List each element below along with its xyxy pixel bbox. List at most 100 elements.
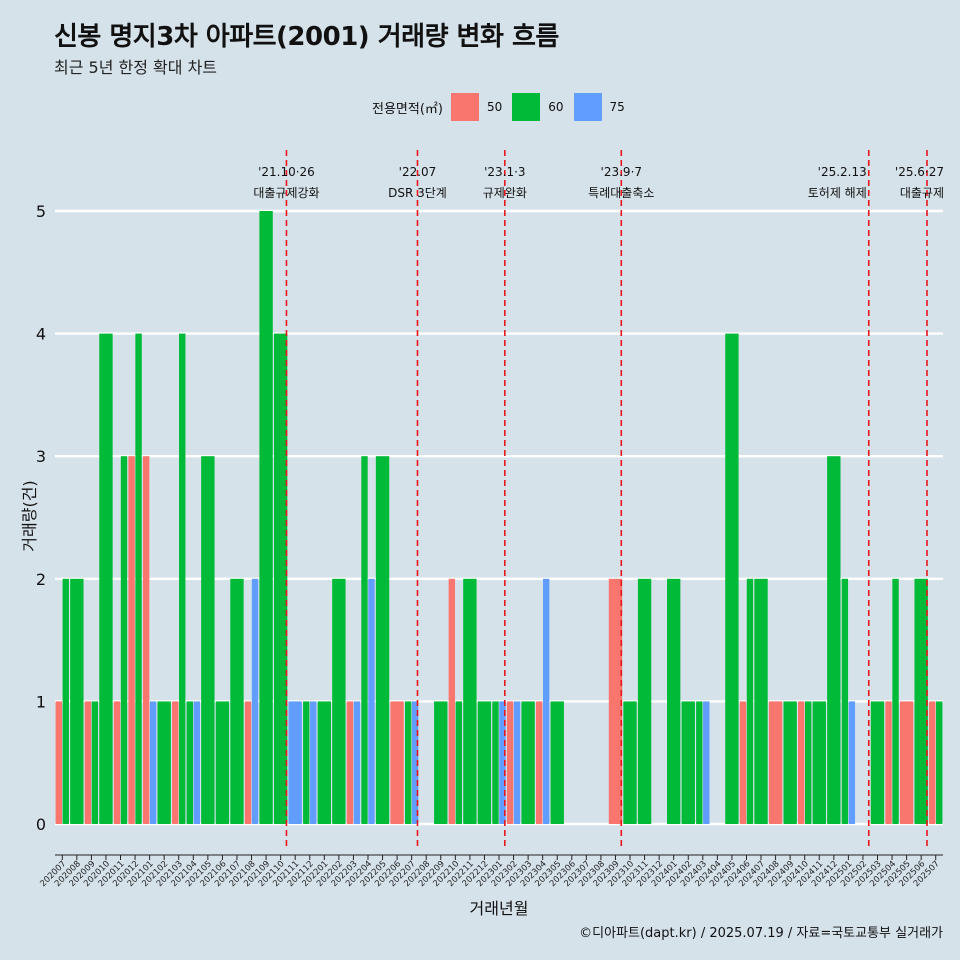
bar-202212-60 [477, 701, 492, 824]
bar-202405-60 [725, 333, 739, 824]
chart-subtitle: 최근 5년 한정 확대 차트 [54, 58, 218, 77]
event-label-202506: 대출규제 [900, 186, 944, 200]
y-tick-label-4: 4 [36, 325, 46, 344]
bar-202112-75 [310, 701, 317, 824]
bar-202104-60 [186, 701, 193, 824]
event-date-202502: '25.2.13 [818, 165, 867, 179]
bar-202009-50 [84, 701, 92, 824]
bar-202101-75 [149, 701, 157, 824]
bar-202204-75 [368, 578, 375, 824]
y-tick-label-2: 2 [36, 570, 46, 589]
bar-202507-60 [936, 701, 943, 824]
bar-202108-75 [251, 578, 259, 824]
legend-title: 전용면적(㎡) [372, 101, 443, 117]
event-label-202502: 토허제 해제 [808, 186, 867, 200]
chart-title: 신봉 명지3차 아파트(2001) 거래량 변화 흐름 [54, 22, 559, 52]
bar-202506-60 [914, 578, 928, 824]
bar-202401-60 [667, 578, 681, 824]
event-date-202207: '22.07 [399, 165, 437, 179]
legend-label-50: 50 [486, 100, 503, 114]
bar-202403-75 [703, 701, 710, 824]
legend-item-50: 50 [450, 93, 503, 121]
y-axis-title: 거래량(건) [20, 480, 39, 551]
bar-202310-60 [623, 701, 637, 824]
event-label-202309: 특례대출축소 [588, 186, 654, 200]
legend-swatch-50 [450, 93, 479, 121]
bar-202205-60 [375, 456, 390, 824]
bar-202412-60 [827, 456, 841, 824]
y-tick-label-0: 0 [36, 815, 46, 834]
bar-202408-50 [768, 701, 783, 824]
bar-202501-60 [841, 578, 849, 824]
bar-202302-75 [513, 701, 521, 824]
y-tick-label-5: 5 [36, 202, 46, 221]
bar-202504-50 [885, 701, 892, 824]
event-date-202506: '25.6·27 [895, 165, 944, 179]
bar-202304-50 [535, 701, 543, 824]
bar-202206-50 [390, 701, 404, 824]
bar-202303-60 [521, 701, 535, 824]
bar-202201-60 [317, 701, 331, 824]
event-date-202301: '23.1·3 [484, 165, 525, 179]
bar-202406-60 [746, 578, 754, 824]
bar-202411-60 [812, 701, 826, 824]
bar-202105-60 [201, 456, 215, 824]
y-tick-label-3: 3 [36, 447, 46, 466]
legend-label-60: 60 [548, 100, 564, 114]
bar-202406-50 [739, 701, 747, 824]
event-date-202309: '23.9·7 [601, 165, 642, 179]
bar-202207-60 [404, 701, 412, 824]
bar-202305-60 [550, 701, 564, 824]
bar-202108-50 [244, 701, 252, 824]
bar-202103-50 [172, 701, 179, 824]
bar-202010-60 [99, 333, 113, 824]
x-axis-title: 거래년월 [470, 899, 529, 918]
bar-202106-60 [215, 701, 230, 824]
bar-202101-50 [142, 456, 150, 824]
bar-202112-60 [303, 701, 310, 824]
bar-202102-60 [157, 701, 171, 824]
bar-202504-60 [892, 578, 899, 824]
bar-202109-60 [259, 211, 273, 824]
bar-202203-50 [346, 701, 354, 824]
bar-202007-50 [55, 701, 62, 824]
bar-202507-50 [929, 701, 936, 824]
bar-202407-60 [754, 578, 768, 824]
bar-202104-75 [193, 701, 200, 824]
bar-202211-60 [463, 578, 477, 824]
bar-202012-50 [128, 456, 135, 824]
bar-202007-60 [62, 578, 69, 824]
bar-202202-60 [332, 578, 346, 824]
bar-202110-60 [273, 333, 288, 824]
bar-202311-60 [637, 578, 652, 824]
legend-item-75: 75 [573, 93, 625, 121]
bar-202402-60 [681, 701, 695, 824]
bar-202103-60 [179, 333, 186, 824]
bar-202301-75 [499, 701, 506, 824]
event-label-202207: DSR 3단계 [388, 186, 447, 200]
y-tick-label-1: 1 [36, 692, 46, 711]
bar-202410-50 [798, 701, 805, 824]
bar-202209-60 [434, 701, 448, 824]
legend-item-60: 60 [512, 93, 564, 121]
bar-202503-60 [870, 701, 885, 824]
legend: 전용면적(㎡) 50 60 75 [372, 93, 635, 121]
bar-202409-60 [783, 701, 797, 824]
bar-202210-50 [448, 578, 456, 824]
bar-202210-60 [455, 701, 463, 824]
event-date-202110: '21.10·26 [258, 165, 315, 179]
bar-202009-60 [91, 701, 99, 824]
legend-swatch-60 [512, 93, 541, 121]
bar-202204-60 [361, 456, 368, 824]
bar-202403-60 [696, 701, 703, 824]
bar-202501-75 [848, 701, 856, 824]
event-label-202110: 대출규제강화 [253, 186, 319, 200]
bar-202107-60 [230, 578, 244, 824]
bar-202207-75 [411, 701, 419, 824]
legend-swatch-75 [573, 93, 602, 121]
bar-202304-75 [542, 578, 550, 824]
bar-202111-75 [288, 701, 302, 824]
bar-202302-50 [506, 701, 514, 824]
bar-202011-50 [113, 701, 121, 824]
